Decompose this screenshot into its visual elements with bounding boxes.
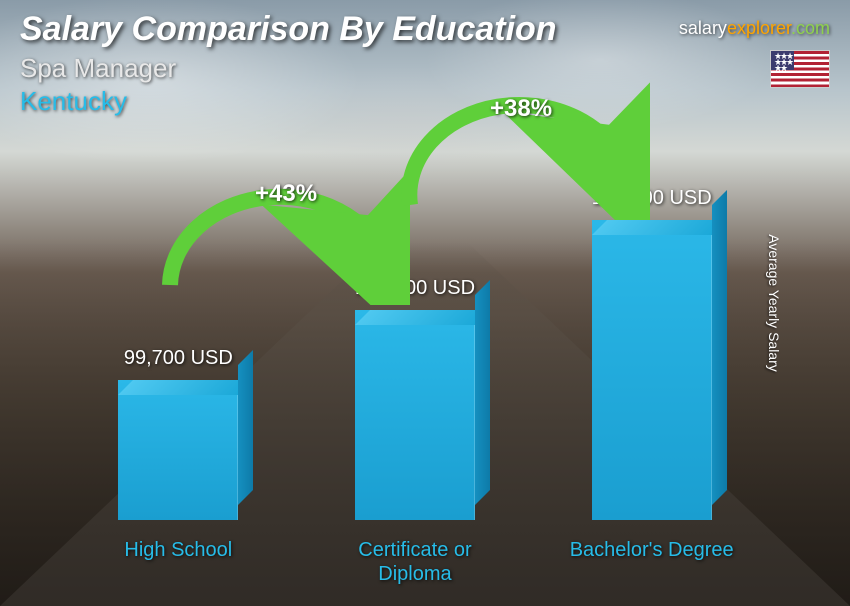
chart-subtitle: Spa Manager <box>20 53 830 84</box>
bar-top-face <box>355 310 490 325</box>
bar-label: Bachelor's Degree <box>570 538 734 586</box>
bar-top-face <box>118 380 253 395</box>
bar-front-face <box>355 310 475 520</box>
us-flag-icon <box>770 50 830 88</box>
bar-3d <box>592 220 712 520</box>
bar-3d <box>118 380 238 520</box>
y-axis-label: Average Yearly Salary <box>765 234 781 372</box>
bar-label: High School <box>124 538 232 586</box>
bar-high-school: 99,700 USD High School <box>88 347 268 586</box>
bar-certificate: 143,000 USD Certificate or Diploma <box>325 277 505 586</box>
bar-front-face <box>118 380 238 520</box>
bar-top-face <box>592 220 727 235</box>
bar-front-face <box>592 220 712 520</box>
bar-side-face <box>712 190 727 505</box>
bar-bachelor: 197,000 USD Bachelor's Degree <box>562 187 742 586</box>
brand-watermark: salaryexplorer.com <box>679 18 830 39</box>
brand-tld: .com <box>791 18 830 38</box>
bar-side-face <box>475 280 490 505</box>
increase-arc-1 <box>150 155 410 305</box>
brand-part2: explorer <box>727 18 791 38</box>
increase-label-1: +43% <box>255 180 317 208</box>
bar-3d <box>355 310 475 520</box>
chart-location: Kentucky <box>20 86 830 117</box>
brand-part1: salary <box>679 18 727 38</box>
bar-side-face <box>238 350 253 505</box>
bar-value: 99,700 USD <box>124 347 233 370</box>
bar-label: Certificate or Diploma <box>325 538 505 586</box>
